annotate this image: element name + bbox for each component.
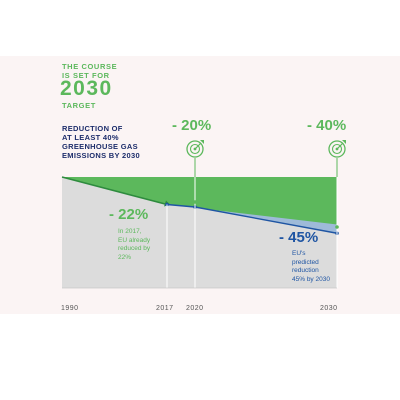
predicted-2030-note: EU's predicted reduction 45% by 2030: [292, 250, 330, 283]
headline-line-1: THE COURSE: [62, 62, 118, 71]
target-icon-ring: [189, 143, 201, 155]
target-icon-dart: [336, 142, 344, 150]
target-icon-fletch: [200, 140, 204, 144]
reduction-heading-line-3: GREENHOUSE GAS: [62, 142, 138, 151]
predicted-2030-label: - 45%: [279, 229, 319, 246]
x-tick-label: 2017: [156, 305, 174, 312]
headline-year: 2030: [60, 77, 113, 100]
x-tick-label: 2020: [186, 305, 204, 312]
target-icon-dart: [194, 142, 202, 150]
target-point: [193, 200, 197, 204]
target-point: [335, 225, 339, 229]
target-icon: [186, 140, 204, 158]
target-icon-fletch: [342, 140, 346, 144]
x-tick-label: 1990: [61, 305, 79, 312]
actual-emissions-line: [61, 176, 168, 206]
reduction-heading-line-2: AT LEAST 40%: [62, 133, 119, 142]
target-icon: [328, 140, 346, 158]
target-icon-ring: [331, 143, 343, 155]
target-2030-label: - 40%: [307, 117, 347, 134]
target-2020-label: - 20%: [172, 117, 212, 134]
emissions-area: [62, 177, 337, 288]
reduction-heading-line-1: REDUCTION OF: [62, 124, 123, 133]
x-tick-label: 2030: [320, 305, 338, 312]
reduction-heading-line-4: EMISSIONS BY 2030: [62, 151, 140, 160]
achieved-2017-note: In 2017, EU already reduced by 22%: [118, 228, 151, 261]
achieved-2017-label: - 22%: [109, 206, 149, 223]
headline-line-3: TARGET: [62, 101, 96, 110]
headline-line-2: IS SET FOR: [62, 71, 110, 80]
